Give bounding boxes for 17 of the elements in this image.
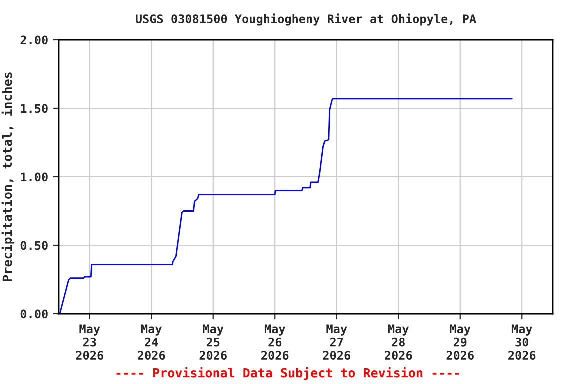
y-tick-label: 2.00 [20,36,48,45]
x-tick-label: May 28 2026 [385,324,412,360]
x-tick-label: May 30 2026 [508,324,536,360]
x-tick-label: May 23 2026 [76,324,104,360]
x-tick-label: May 27 2026 [323,324,350,360]
y-tick-label: 1.00 [21,172,48,182]
y-axis-title: Precipitation, total, inches [2,72,15,282]
x-tick-label: May 29 2026 [446,324,474,360]
line-series [59,98,513,314]
y-tick-label: 1.50 [21,104,48,114]
y-tick-label: 0.00 [20,310,48,319]
x-tick-label: May 24 2026 [138,324,166,360]
y-tick-label: 0.50 [20,241,48,250]
x-tick-label: May 26 2026 [262,324,289,360]
x-tick-label: May 25 2026 [200,324,227,360]
chart-title: USGS 03081500 Youghiogheny River at Ohiopyle, PA [136,14,476,26]
text: ---- Provisional Data Subject to Revision ---- [116,367,460,380]
